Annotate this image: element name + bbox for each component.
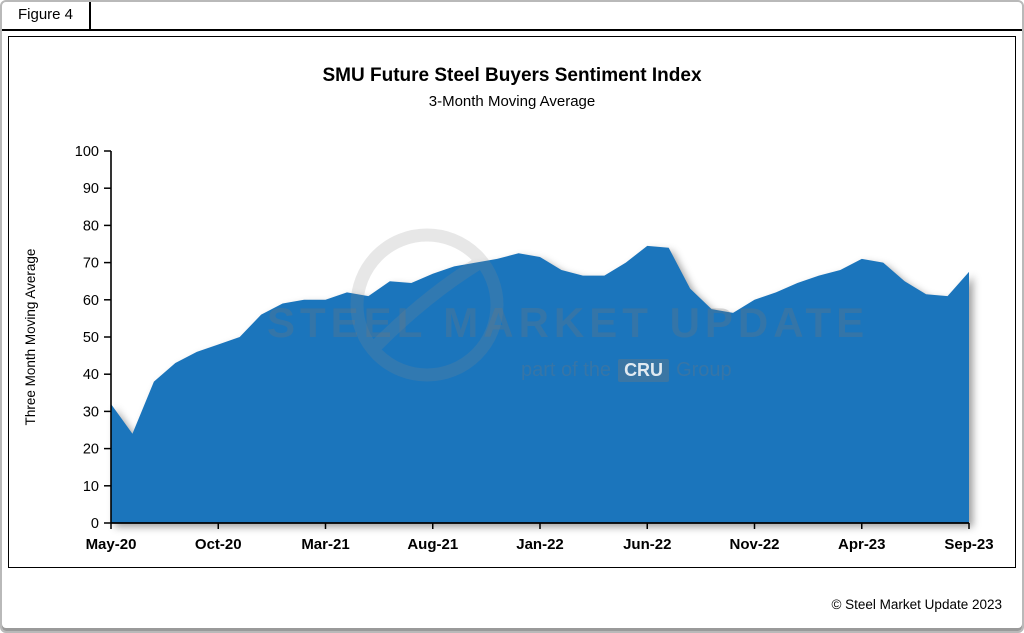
copyright-text: © Steel Market Update 2023 [831, 597, 1002, 612]
y-tick-label: 70 [83, 256, 99, 272]
x-tick-label: Jan-22 [516, 536, 564, 553]
x-tick-label: May-20 [86, 536, 137, 553]
y-tick-label: 50 [83, 330, 99, 346]
x-tick-label: Aug-21 [407, 536, 458, 553]
chart-container: SMU Future Steel Buyers Sentiment Index … [8, 36, 1016, 568]
figure-label: Figure 4 [0, 0, 92, 29]
chart-subtitle: 3-Month Moving Average [428, 93, 596, 110]
x-tick-label: Oct-20 [195, 536, 242, 553]
y-axis-title: Three Month Moving Average [23, 249, 38, 426]
sentiment-area-chart: 0 10 20 30 40 50 60 70 80 90 100 May-20 Oct-20 Mar-21… [23, 144, 994, 553]
y-tick-label: 10 [83, 479, 99, 495]
y-tick-label: 0 [91, 516, 99, 532]
figure-label-text: Figure 4 [18, 6, 74, 23]
x-tick-label: Apr-23 [838, 536, 886, 553]
x-tick-label: Jun-22 [623, 536, 671, 553]
x-tick-label: Nov-22 [729, 536, 779, 553]
series-area [111, 245, 969, 524]
x-tick-label: Mar-21 [301, 536, 349, 553]
y-tick-label: 80 [83, 218, 99, 234]
y-tick-label: 40 [83, 367, 99, 383]
y-tick-label: 60 [83, 293, 99, 309]
figure-header: Figure 4 [0, 0, 1024, 31]
x-tick-label: Sep-23 [944, 536, 993, 553]
chart-title: SMU Future Steel Buyers Sentiment Index [322, 65, 702, 86]
y-tick-label: 30 [83, 404, 99, 420]
y-tick-label: 90 [83, 181, 99, 197]
y-tick-label: 20 [83, 442, 99, 458]
y-tick-label: 100 [75, 144, 99, 160]
